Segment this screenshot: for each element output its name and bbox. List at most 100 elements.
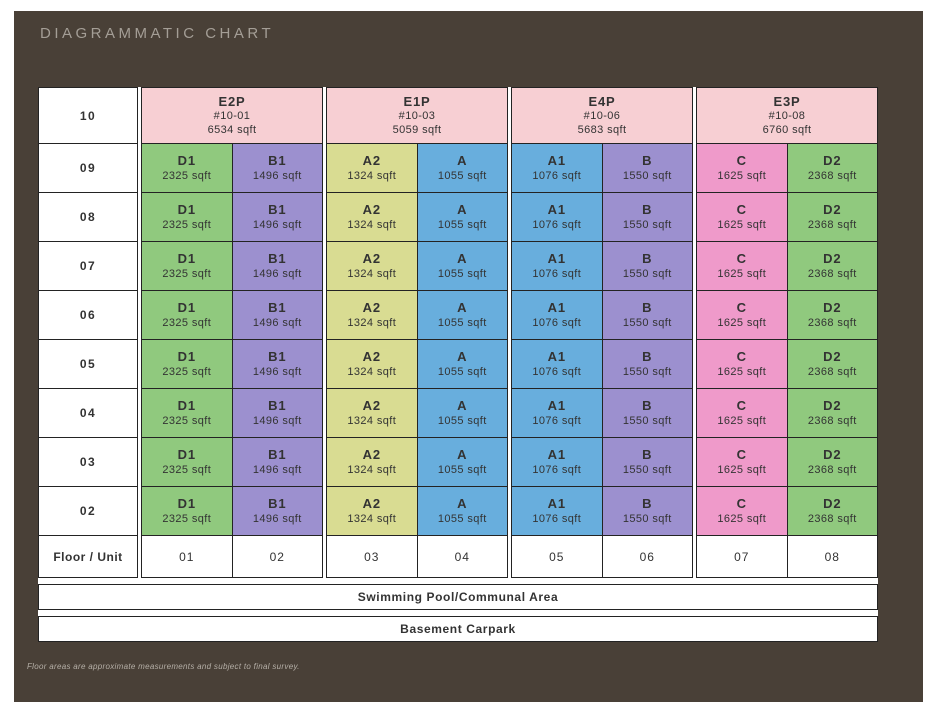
diagram-table: 10 E2P #10-01 6534 sqft E1P #10-03 5059 sqft E4… — [38, 87, 878, 642]
footnote: Floor areas are approximate measurements… — [27, 662, 300, 671]
unit-cell-c-floor-06: C 1625 sqft — [696, 290, 788, 340]
unit-cell-a2-floor-03: A2 1324 sqft — [326, 437, 418, 487]
penthouse-name: E4P — [588, 94, 616, 109]
unit-name: A — [457, 496, 468, 511]
unit-cell-a-floor-04: A 1055 sqft — [416, 388, 508, 438]
unit-name: D1 — [177, 251, 196, 266]
penthouse-area: 6760 sqft — [762, 124, 812, 136]
unit-name: A1 — [547, 300, 566, 315]
unit-area: 1625 sqft — [717, 464, 767, 476]
floor-row-02: 02 D1 2325 sqft B1 1496 sqft A2 1324 sqft A 1055… — [38, 486, 878, 536]
unit-name: A — [457, 153, 468, 168]
unit-name: C — [736, 251, 747, 266]
unit-area: 1055 sqft — [437, 415, 487, 427]
unit-cell-a2-floor-09: A2 1324 sqft — [326, 143, 418, 193]
unit-name: D1 — [177, 300, 196, 315]
unit-name: A1 — [547, 496, 566, 511]
unit-group: C 1625 sqft D2 2368 sqft — [696, 290, 878, 340]
unit-cell-d2-floor-06: D2 2368 sqft — [786, 290, 878, 340]
penthouse-row: 10 E2P #10-01 6534 sqft E1P #10-03 5059 sqft E4… — [38, 87, 878, 144]
unit-cell-c-floor-03: C 1625 sqft — [696, 437, 788, 487]
unit-area: 1324 sqft — [347, 366, 397, 378]
unit-cell-c-floor-07: C 1625 sqft — [696, 241, 788, 291]
unit-cell-d1-floor-06: D1 2325 sqft — [141, 290, 233, 340]
floor-row-08: 08 D1 2325 sqft B1 1496 sqft A2 1324 sqft A 1055… — [38, 192, 878, 242]
unit-area: 1076 sqft — [532, 366, 582, 378]
unit-area: 2368 sqft — [807, 268, 857, 280]
unit-group: A1 1076 sqft B 1550 sqft — [511, 192, 693, 242]
unit-group: C 1625 sqft D2 2368 sqft — [696, 486, 878, 536]
unit-area: 1076 sqft — [532, 415, 582, 427]
unit-name: B1 — [268, 447, 287, 462]
unit-group: A1 1076 sqft B 1550 sqft — [511, 339, 693, 389]
floor-unit-label: Floor / Unit — [38, 535, 138, 578]
unit-area: 1076 sqft — [532, 170, 582, 182]
band-communal-area: Swimming Pool/Communal Area — [38, 584, 878, 610]
unit-area: 2368 sqft — [807, 513, 857, 525]
unit-area: 1324 sqft — [347, 268, 397, 280]
unit-group: D1 2325 sqft B1 1496 sqft — [141, 290, 323, 340]
unit-number-cell-07: 07 — [696, 535, 788, 578]
unit-cell-a-floor-06: A 1055 sqft — [416, 290, 508, 340]
floor-row-03: 03 D1 2325 sqft B1 1496 sqft A2 1324 sqft A 1055… — [38, 437, 878, 487]
unit-name: C — [736, 349, 747, 364]
unit-name: A — [457, 202, 468, 217]
unit-area: 1076 sqft — [532, 219, 582, 231]
floor-row-05: 05 D1 2325 sqft B1 1496 sqft A2 1324 sqft A 1055… — [38, 339, 878, 389]
penthouse-group-e1p: E1P #10-03 5059 sqft — [326, 87, 508, 144]
unit-name: B1 — [268, 251, 287, 266]
floor-row-04: 04 D1 2325 sqft B1 1496 sqft A2 1324 sqft A 1055… — [38, 388, 878, 438]
unit-area: 1055 sqft — [437, 317, 487, 329]
unit-area: 2368 sqft — [807, 170, 857, 182]
unit-cell-a-floor-05: A 1055 sqft — [416, 339, 508, 389]
unit-area: 2368 sqft — [807, 219, 857, 231]
unit-name: B — [642, 300, 653, 315]
unit-name: D2 — [823, 447, 842, 462]
unit-cell-a-floor-07: A 1055 sqft — [416, 241, 508, 291]
unit-name: D1 — [177, 496, 196, 511]
penthouse-group-e3p: E3P #10-08 6760 sqft — [696, 87, 878, 144]
unit-name: B1 — [268, 202, 287, 217]
unit-number-group: 01 02 — [141, 535, 323, 578]
unit-group: A1 1076 sqft B 1550 sqft — [511, 437, 693, 487]
floor-label-07: 07 — [38, 241, 138, 291]
unit-area: 2325 sqft — [162, 366, 212, 378]
unit-area: 1324 sqft — [347, 170, 397, 182]
unit-area: 1550 sqft — [622, 170, 672, 182]
unit-area: 1055 sqft — [437, 170, 487, 182]
unit-number-cell-08: 08 — [786, 535, 878, 578]
unit-name: A1 — [547, 251, 566, 266]
unit-area: 1076 sqft — [532, 464, 582, 476]
unit-number-cell-01: 01 — [141, 535, 233, 578]
floor-row-07: 07 D1 2325 sqft B1 1496 sqft A2 1324 sqft A 1055… — [38, 241, 878, 291]
chart-board: DIAGRAMMATIC CHART 10 E2P #10-01 6534 sqft E… — [14, 11, 923, 702]
unit-name: A — [457, 398, 468, 413]
unit-area: 1496 sqft — [252, 464, 302, 476]
unit-name: C — [736, 447, 747, 462]
unit-area: 1550 sqft — [622, 219, 672, 231]
unit-name: A2 — [362, 496, 381, 511]
unit-group: A2 1324 sqft A 1055 sqft — [326, 388, 508, 438]
band-basement-carpark: Basement Carpark — [38, 616, 878, 642]
floor-label-04: 04 — [38, 388, 138, 438]
unit-cell-b-floor-06: B 1550 sqft — [601, 290, 693, 340]
unit-cell-a1-floor-08: A1 1076 sqft — [511, 192, 603, 242]
unit-number-group: 03 04 — [326, 535, 508, 578]
unit-area: 1550 sqft — [622, 464, 672, 476]
unit-area: 1324 sqft — [347, 415, 397, 427]
penthouse-unit-number: #10-08 — [768, 110, 806, 122]
unit-name: B1 — [268, 153, 287, 168]
unit-cell-c-floor-09: C 1625 sqft — [696, 143, 788, 193]
unit-cell-d2-floor-04: D2 2368 sqft — [786, 388, 878, 438]
penthouse-group-e4p: E4P #10-06 5683 sqft — [511, 87, 693, 144]
unit-cell-d2-floor-02: D2 2368 sqft — [786, 486, 878, 536]
unit-number-cell-05: 05 — [511, 535, 603, 578]
unit-group: A1 1076 sqft B 1550 sqft — [511, 290, 693, 340]
unit-cell-b1-floor-04: B1 1496 sqft — [231, 388, 323, 438]
unit-area: 1496 sqft — [252, 415, 302, 427]
unit-cell-b1-floor-06: B1 1496 sqft — [231, 290, 323, 340]
unit-area: 1055 sqft — [437, 366, 487, 378]
unit-group: A2 1324 sqft A 1055 sqft — [326, 192, 508, 242]
unit-name: A1 — [547, 349, 566, 364]
